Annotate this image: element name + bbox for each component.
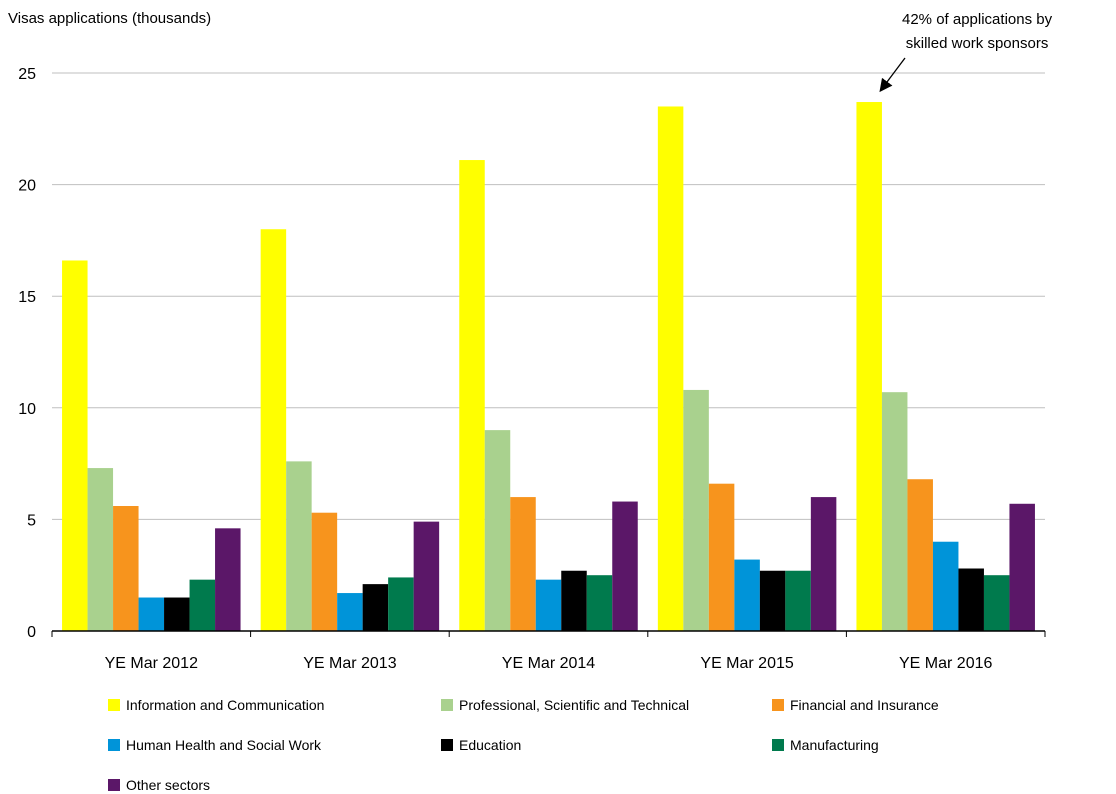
x-tick-label: YE Mar 2016 bbox=[899, 655, 992, 672]
annotation: 42% of applications by skilled work spon… bbox=[902, 8, 1052, 56]
y-tick-label: 5 bbox=[27, 512, 36, 529]
bar bbox=[612, 501, 638, 631]
bar bbox=[856, 102, 882, 632]
bar bbox=[62, 260, 88, 631]
bar bbox=[1009, 503, 1035, 631]
x-tick-label: YE Mar 2012 bbox=[105, 655, 198, 672]
bar bbox=[87, 468, 114, 631]
bar bbox=[586, 575, 613, 631]
y-tick-label: 15 bbox=[18, 289, 36, 306]
bar bbox=[260, 229, 287, 632]
bar bbox=[734, 559, 760, 631]
x-tick-label: YE Mar 2014 bbox=[502, 655, 595, 672]
bar bbox=[459, 160, 485, 631]
y-tick-label: 20 bbox=[18, 178, 36, 195]
bar bbox=[510, 497, 536, 631]
bar bbox=[983, 575, 1010, 631]
bar bbox=[189, 579, 216, 631]
bar bbox=[286, 461, 312, 631]
bar bbox=[759, 570, 786, 631]
bar bbox=[535, 579, 562, 631]
bar bbox=[810, 497, 837, 631]
annotation-arrow bbox=[879, 57, 906, 93]
bar bbox=[337, 593, 363, 631]
bar bbox=[138, 597, 165, 631]
y-axis-title: Visas applications (thousands) bbox=[8, 10, 212, 27]
bar bbox=[484, 430, 511, 631]
y-tick-label: 25 bbox=[18, 66, 36, 83]
bar bbox=[413, 521, 440, 631]
bar bbox=[932, 541, 959, 631]
y-tick-label: 10 bbox=[18, 401, 36, 418]
bar bbox=[683, 389, 709, 631]
y-tick-label: 0 bbox=[27, 624, 36, 641]
bar bbox=[881, 392, 908, 631]
annotation-line-2: skilled work sponsors bbox=[905, 35, 1049, 52]
bar bbox=[311, 512, 338, 631]
bar bbox=[215, 528, 241, 631]
bar bbox=[657, 106, 684, 632]
bar bbox=[362, 584, 389, 631]
bar bbox=[561, 570, 587, 631]
bar bbox=[388, 577, 414, 631]
bar bbox=[164, 597, 190, 631]
bar bbox=[958, 568, 984, 631]
bar bbox=[785, 570, 811, 631]
bar bbox=[708, 483, 735, 631]
bar bbox=[907, 479, 933, 631]
x-tick-label: YE Mar 2015 bbox=[700, 655, 793, 672]
annotation-line-1: 42% of applications by bbox=[902, 11, 1053, 28]
x-tick-label: YE Mar 2013 bbox=[303, 655, 396, 672]
bar bbox=[113, 506, 139, 631]
